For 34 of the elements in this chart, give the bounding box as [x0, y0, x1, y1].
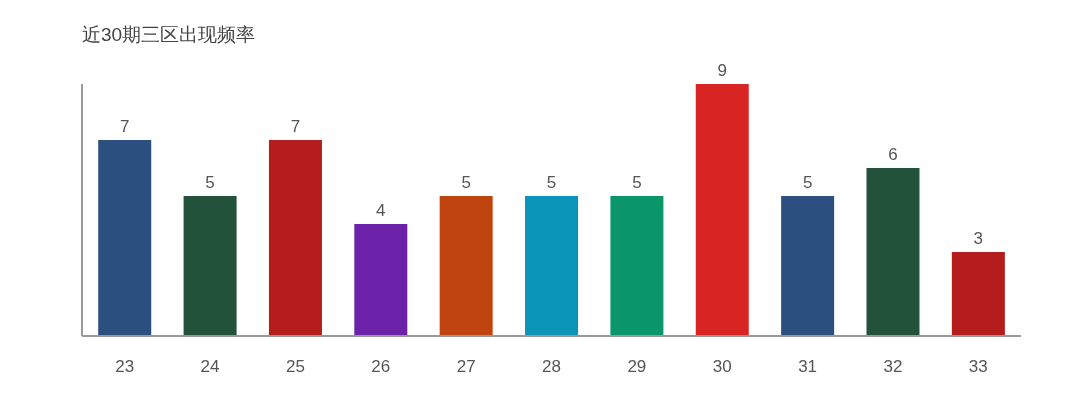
x-tick-label: 30 [712, 357, 732, 377]
x-tick-label: 33 [968, 357, 988, 377]
bar [439, 196, 493, 336]
data-label: 5 [802, 173, 813, 192]
x-tick-label: 29 [627, 357, 647, 377]
bar [183, 196, 237, 336]
chart-title: 近30期三区出现频率 [82, 23, 256, 47]
data-label: 5 [546, 173, 557, 192]
x-tick-label: 26 [371, 357, 391, 377]
x-tick-label: 31 [798, 357, 818, 377]
data-label: 5 [461, 173, 471, 192]
data-label: 7 [290, 117, 301, 136]
data-label: 5 [632, 173, 642, 192]
data-label: 3 [973, 229, 984, 248]
bar [695, 84, 749, 336]
bar [525, 196, 579, 336]
bar [268, 140, 322, 336]
bar [951, 252, 1005, 336]
x-tick-label: 25 [285, 357, 305, 377]
data-label: 7 [119, 117, 130, 136]
bar [781, 196, 835, 336]
bar [866, 168, 920, 336]
data-label: 4 [376, 201, 386, 220]
x-tick-label: 24 [200, 357, 220, 377]
x-tick-label: 28 [542, 357, 561, 377]
x-tick-label: 32 [883, 357, 903, 377]
data-label: 5 [205, 173, 215, 192]
x-tick-label: 27 [456, 357, 476, 377]
data-label: 9 [717, 61, 727, 80]
x-tick-label: 23 [115, 357, 135, 377]
data-label: 6 [888, 145, 898, 164]
bar [98, 140, 152, 336]
bar [610, 196, 664, 336]
bar [354, 224, 408, 336]
